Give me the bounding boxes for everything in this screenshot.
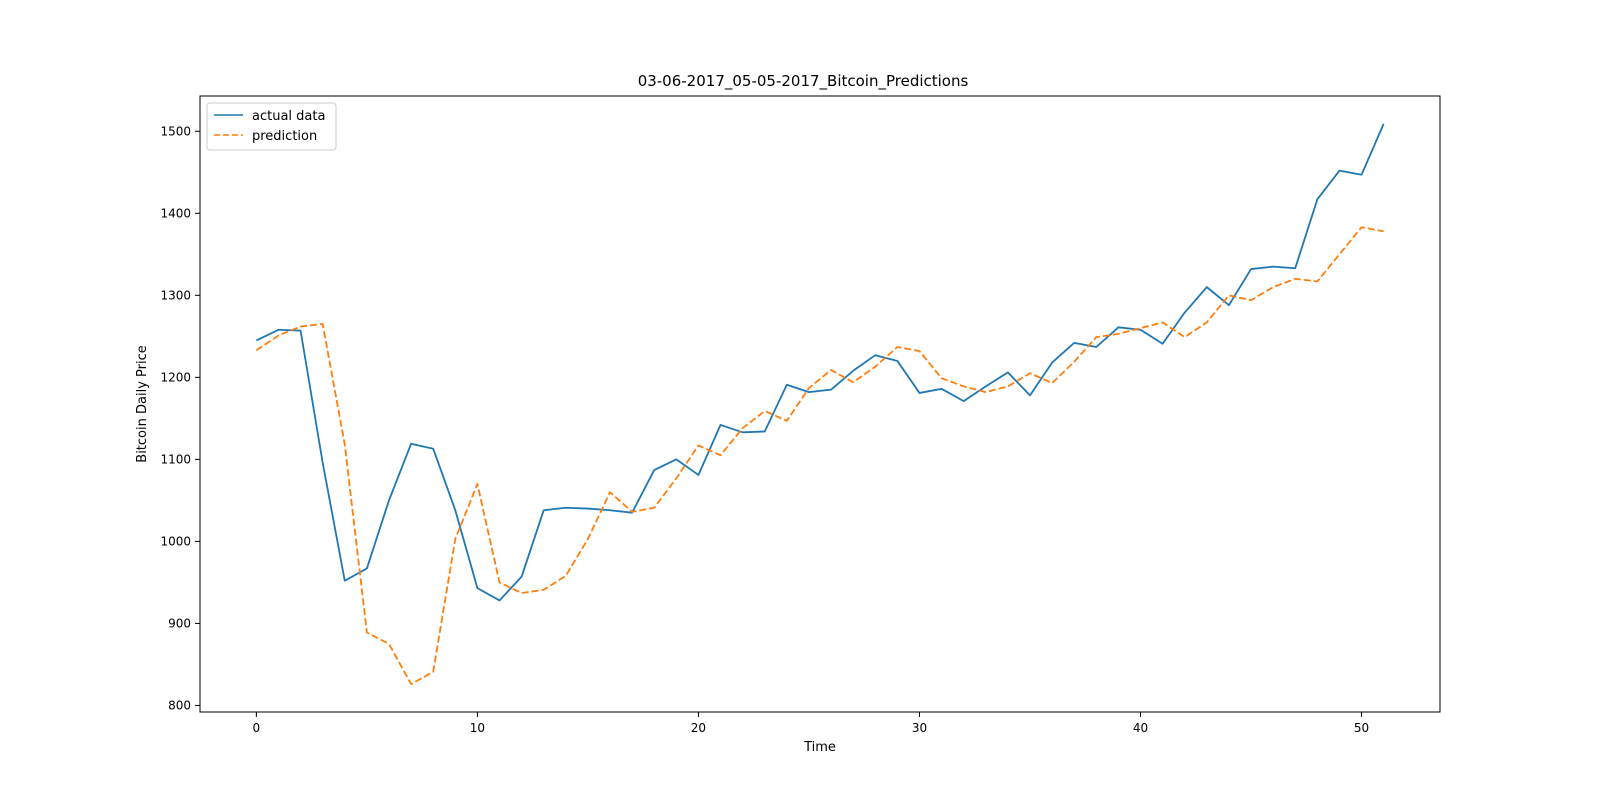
legend: actual data prediction: [206, 102, 337, 151]
y-tick-label: 1100: [160, 452, 191, 466]
x-tick-label: 20: [691, 721, 706, 735]
legend-label-prediction: prediction: [252, 129, 317, 144]
series-line-actual-data: [255, 123, 1385, 602]
chart-title: 03-06-2017_05-05-2017_Bitcoin_Prediction…: [638, 72, 969, 91]
y-tick-label: 1500: [160, 124, 191, 138]
y-tick-label: 1200: [160, 370, 191, 384]
legend-label-actual-data: actual data: [252, 109, 325, 124]
y-tick-label: 900: [168, 616, 191, 630]
plot-area: [200, 96, 1440, 712]
plot-frame: [199, 95, 1441, 713]
y-tick-label: 1400: [160, 206, 191, 220]
x-tick-label: 0: [253, 721, 261, 735]
y-axis: 800 900 1000 1100 1200 1300 1400 1500: [160, 124, 200, 712]
x-tick-label: 10: [470, 721, 485, 735]
x-tick-label: 40: [1133, 721, 1148, 735]
y-tick-label: 800: [168, 698, 191, 712]
x-tick-label: 50: [1354, 721, 1369, 735]
x-axis: 0 10 20 30 40 50: [253, 712, 1369, 735]
series-line-prediction: [255, 226, 1384, 686]
x-tick-label: 30: [912, 721, 927, 735]
series-layer: [255, 123, 1385, 686]
x-axis-label: Time: [803, 740, 836, 755]
y-tick-label: 1000: [160, 534, 191, 548]
y-tick-label: 1300: [160, 288, 191, 302]
y-axis-label: Bitcoin Daily Price: [135, 345, 150, 462]
